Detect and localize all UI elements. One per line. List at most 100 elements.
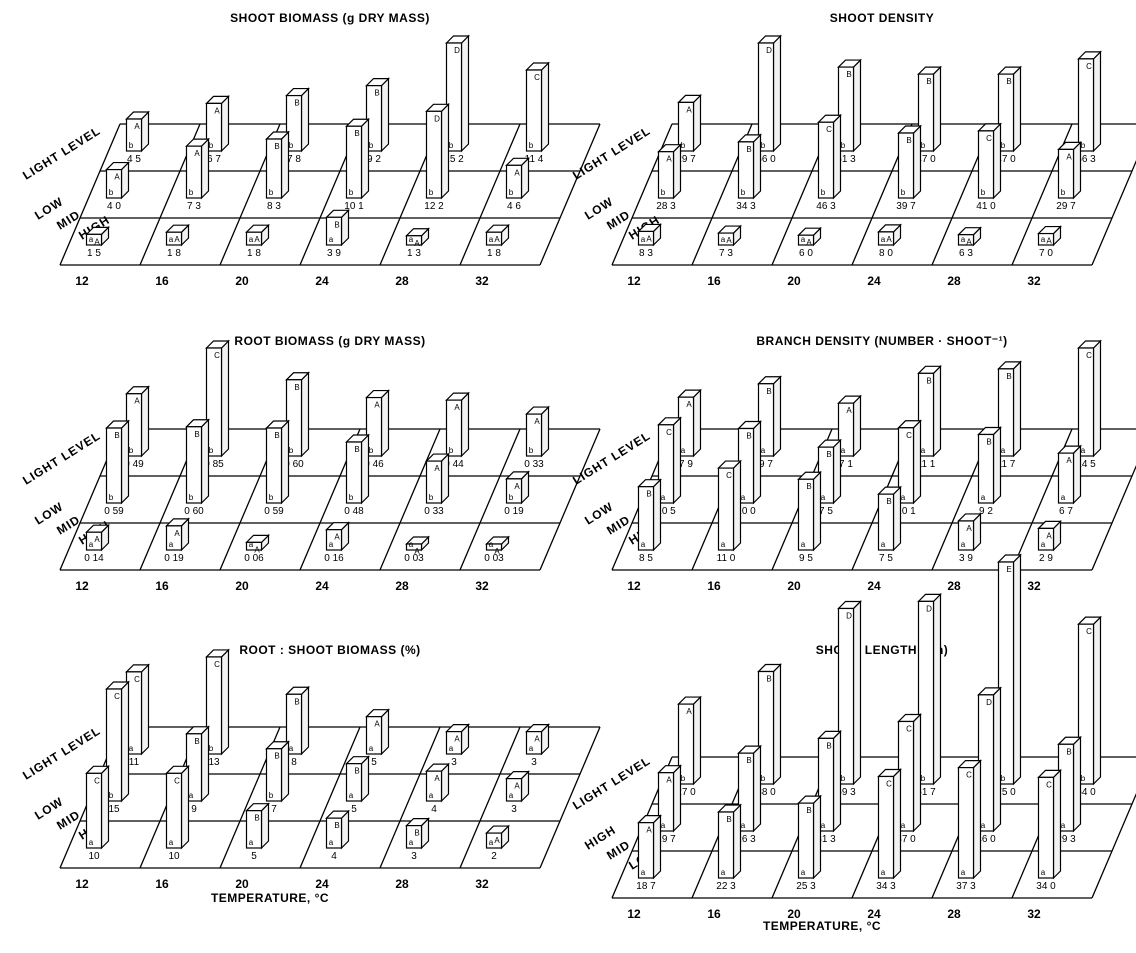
bar: a A 2 — [485, 824, 510, 862]
bar: b A 29 7 — [676, 93, 702, 165]
bar-value-label: 15 2 — [444, 154, 464, 165]
bar: a C 37 3 — [956, 759, 982, 892]
bar: b B 34 3 — [736, 133, 762, 212]
bar-value-label: 1 8 — [167, 248, 181, 259]
grid-line — [299, 726, 361, 869]
bar-letter: B — [354, 445, 359, 454]
bar: b A 4 6 — [505, 156, 530, 212]
bar-letter: b — [209, 141, 214, 150]
bar-letter: b — [129, 446, 134, 455]
panel-title: BRANCH DENSITY (NUMBER · SHOOT⁻¹) — [756, 334, 1007, 348]
bar-letter: a — [741, 821, 746, 830]
bar-value-label: 0 03 — [484, 553, 504, 564]
bar-value-label: 3 9 — [327, 248, 341, 259]
bar-value-label: 3 9 — [959, 553, 973, 564]
x-tick-label: 20 — [787, 579, 801, 593]
bar-letter: A — [514, 782, 520, 791]
bar-value-label: 4 6 — [507, 201, 521, 212]
bar-value-label: 7 3 — [719, 248, 733, 259]
grid-line — [459, 123, 521, 266]
x-tick-label: 24 — [315, 579, 329, 593]
panel-shoot-biomass: SHOOT BIOMASS (g DRY MASS) LIGHT LEVEL L… — [20, 11, 601, 288]
bar: b C 0 85 — [204, 339, 230, 470]
bar-letter: C — [726, 471, 732, 480]
bar-letter: a — [821, 493, 826, 502]
bar-letter: B — [926, 77, 931, 86]
bar-letter: B — [1006, 372, 1011, 381]
bar: b A 7 3 — [185, 137, 210, 212]
bar-value-label: 8 5 — [639, 553, 653, 564]
bar: a A 1 5 — [85, 225, 110, 259]
bar: a A 7 0 — [1037, 225, 1062, 259]
bar: aA 0 16 — [324, 521, 350, 564]
bar: aA 3 — [445, 723, 470, 768]
bar-letter: b — [129, 141, 134, 150]
bar: b A 29 7 — [1056, 140, 1082, 212]
bar-letter: B — [746, 432, 751, 441]
bar: a C 10 1 — [896, 419, 922, 517]
bar: b A 0 33 — [424, 452, 450, 517]
bar: b A 0 49 — [124, 385, 150, 470]
bar-letter: a — [349, 791, 354, 800]
bar-letter: A — [646, 826, 652, 835]
grid-line — [1091, 159, 1136, 266]
x-tick-label: 32 — [475, 579, 489, 593]
bar-letter: D — [454, 46, 460, 55]
bar-letter: b — [921, 141, 926, 150]
bar: a D 46 0 — [976, 686, 1002, 845]
bar-letter: A — [174, 529, 180, 538]
bar-value-label: 0 14 — [84, 553, 104, 564]
bar-value-label: 0 59 — [264, 506, 284, 517]
bar-letter: C — [1046, 780, 1052, 789]
bar-letter: a — [289, 744, 294, 753]
bar-letter: A — [254, 545, 260, 554]
bar: aA 3 9 — [957, 512, 982, 564]
bar-letter: D — [846, 611, 852, 620]
bar-value-label: 9 7 — [759, 459, 773, 470]
bar: a A 1 8 — [165, 223, 190, 259]
bar-letter: B — [1006, 77, 1011, 86]
bar-letter: B — [254, 814, 259, 823]
bar: a B 5 — [245, 802, 270, 862]
bar-letter: a — [1061, 493, 1066, 502]
bar-letter: a — [1081, 446, 1086, 455]
bar-letter: b — [509, 188, 514, 197]
bar: b C 41 0 — [976, 122, 1002, 212]
x-tick-label: 28 — [395, 579, 409, 593]
bar-letter: B — [354, 129, 359, 138]
bar-value-label: 9 — [191, 804, 197, 815]
bar: b A 28 3 — [656, 143, 682, 212]
bar: aA0 06 — [244, 533, 270, 564]
bar-letter: b — [1061, 188, 1066, 197]
x-tick-label: 16 — [155, 579, 169, 593]
bar: bA 0 19 — [504, 470, 530, 517]
bar: b B 51 3 — [836, 58, 862, 165]
bar-letter: D — [986, 698, 992, 707]
bar-letter: B — [926, 376, 931, 385]
bar: b B 7 — [265, 740, 290, 815]
bar-value-label: 9 5 — [799, 553, 813, 564]
bar-letter: A — [414, 239, 420, 248]
bar: a A6 3 — [957, 226, 982, 259]
bar: b B 0 48 — [344, 433, 370, 517]
bar-value-label: 0 16 — [324, 553, 344, 564]
bar-value-label: 38 0 — [756, 787, 776, 798]
bar-letter: B — [354, 767, 359, 776]
bar-letter: A — [514, 482, 520, 491]
bar: b B 0 59 — [104, 419, 130, 517]
bar-letter: a — [881, 868, 886, 877]
bar-value-label: 8 3 — [639, 248, 653, 259]
bar-value-label: 61 7 — [916, 787, 936, 798]
bar-value-label: 8 — [291, 757, 297, 768]
bar-value-label: 0 06 — [244, 553, 264, 564]
bar-value-label: 7 — [271, 804, 277, 815]
bar-letter: a — [661, 493, 666, 502]
x-tick-label: 12 — [627, 907, 641, 921]
bar-letter: a — [741, 493, 746, 502]
bar-value-label: 4 — [431, 804, 437, 815]
bar-letter: a — [329, 235, 334, 244]
bar: a A 7 3 — [717, 224, 742, 259]
bar: a B 10 0 — [736, 420, 762, 517]
bar-value-label: 7 0 — [1039, 248, 1053, 259]
bar-value-label: 54 0 — [1076, 787, 1096, 798]
